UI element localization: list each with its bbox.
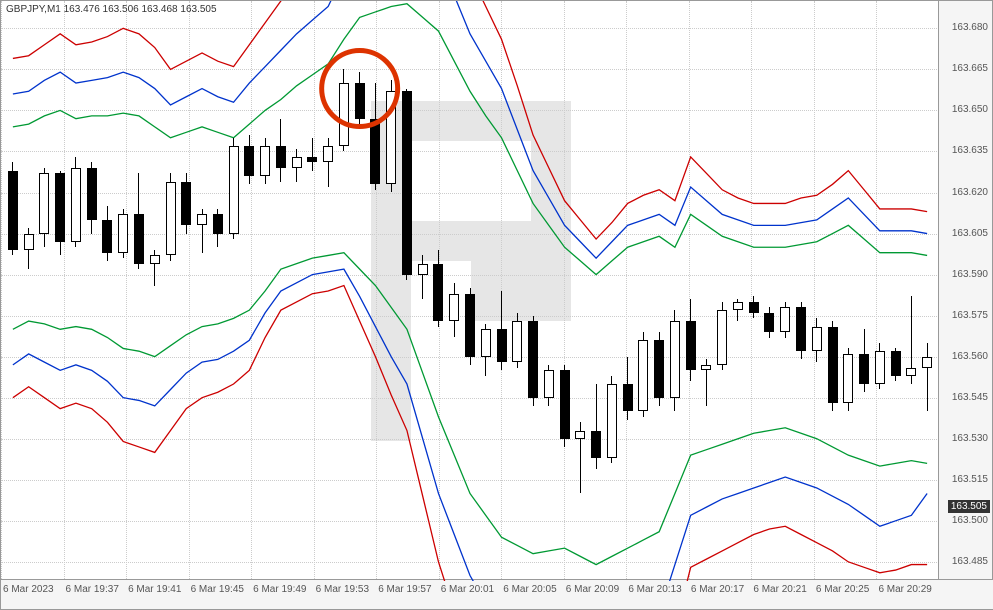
x-tick-label: 6 Mar 19:53 — [316, 584, 369, 595]
x-tick-label: 6 Mar 20:09 — [566, 584, 619, 595]
chart-container[interactable]: GBPJPY,M1 163.476 163.506 163.468 163.50… — [0, 0, 993, 610]
y-tick-label: 163.605 — [952, 228, 988, 239]
y-tick-label: 163.515 — [952, 474, 988, 485]
x-tick-label: 6 Mar 19:37 — [66, 584, 119, 595]
x-tick-label: 6 Mar 20:17 — [691, 584, 744, 595]
y-tick-label: 163.680 — [952, 22, 988, 33]
y-tick-label: 163.530 — [952, 433, 988, 444]
x-tick-label: 6 Mar 20:25 — [816, 584, 869, 595]
chart-title: GBPJPY,M1 163.476 163.506 163.468 163.50… — [6, 4, 217, 15]
y-tick-label: 163.620 — [952, 187, 988, 198]
x-axis: 6 Mar 2023 6 Mar 19:37 6 Mar 19:41 6 Mar 19… — [1, 579, 993, 609]
x-tick-label: 6 Mar 19:45 — [191, 584, 244, 595]
y-tick-label: 163.545 — [952, 392, 988, 403]
x-tick-label: 6 Mar 2023 — [3, 584, 54, 595]
x-tick-label: 6 Mar 20:13 — [628, 584, 681, 595]
highlight-circle — [1, 1, 939, 581]
plot-area[interactable]: GBPJPY,M1 163.476 163.506 163.468 163.50… — [1, 1, 939, 581]
x-tick-label: 6 Mar 20:05 — [503, 584, 556, 595]
y-tick-label: 163.665 — [952, 63, 988, 74]
x-tick-label: 6 Mar 20:29 — [878, 584, 931, 595]
y-tick-label: 163.485 — [952, 556, 988, 567]
y-tick-label: 163.575 — [952, 310, 988, 321]
x-tick-label: 6 Mar 19:49 — [253, 584, 306, 595]
current-price-tag: 163.505 — [948, 500, 990, 513]
x-tick-label: 6 Mar 20:21 — [753, 584, 806, 595]
y-tick-label: 163.500 — [952, 515, 988, 526]
y-tick-label: 163.590 — [952, 269, 988, 280]
y-tick-label: 163.650 — [952, 104, 988, 115]
x-tick-label: 6 Mar 19:57 — [378, 584, 431, 595]
y-tick-label: 163.635 — [952, 145, 988, 156]
x-tick-label: 6 Mar 20:01 — [441, 584, 494, 595]
y-tick-label: 163.560 — [952, 351, 988, 362]
y-axis: 163.485 163.500 163.515 163.530 163.545 163.5… — [938, 1, 992, 581]
x-tick-label: 6 Mar 19:41 — [128, 584, 181, 595]
